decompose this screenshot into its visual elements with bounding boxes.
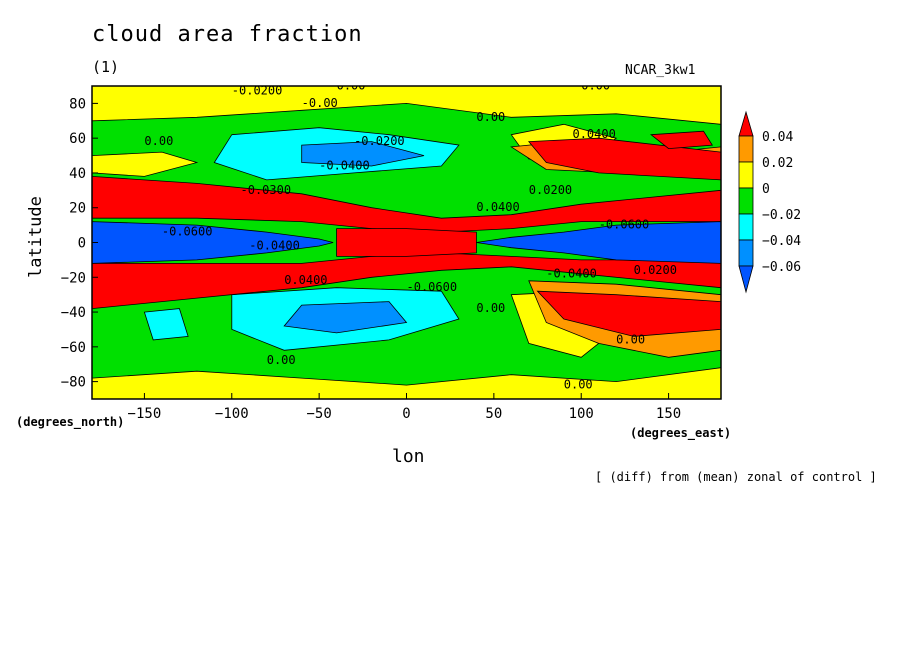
northern-sky-core (301, 141, 425, 167)
y-tick-label: −80 (61, 375, 86, 391)
colorbar-segment (738, 110, 754, 137)
colorbar-segment (738, 161, 754, 189)
chart-title: cloud area fraction (92, 22, 363, 47)
contour-label: -0.0300 (241, 183, 292, 197)
contour-label: 0.0400 (284, 273, 327, 287)
x-axis-label: lon (392, 446, 425, 467)
contour-label: -0.0200 (232, 84, 283, 98)
equatorial-blue-east (476, 221, 721, 264)
contour-label: 0.0400 (476, 200, 519, 214)
y-tick-label: 80 (69, 96, 86, 112)
x-tick-label: 100 (569, 406, 594, 422)
contour-label: -0.0600 (599, 218, 650, 232)
contour-label: -0.0400 (546, 266, 597, 280)
contour-label: 0.0200 (634, 263, 677, 277)
colorbar-label: −0.02 (762, 208, 801, 223)
contour-label: -0.0600 (407, 280, 458, 294)
contour-label: 0.00 (476, 301, 505, 315)
footnote: [ (diff) from (mean) zonal of control ] (595, 470, 877, 484)
y-tick-label: −20 (61, 270, 86, 286)
contour-label: 0.0400 (572, 127, 615, 141)
contour-label: -0.0400 (249, 238, 300, 252)
x-tick-label: −100 (215, 406, 249, 422)
panel-label: (1) (92, 58, 120, 76)
colorbar-segment (738, 265, 754, 294)
southern-red-band (92, 252, 721, 310)
contour-label: 0.00 (476, 110, 505, 124)
northern-red-band (92, 175, 721, 233)
y-axis: −80 −60 −40 −20 0 20 40 60 80 (61, 96, 98, 391)
contour-label: 0.00 (616, 332, 645, 346)
x-tick-label: −150 (128, 406, 162, 422)
contour-label: 0.00 (144, 134, 173, 148)
y-tick-label: 0 (78, 236, 86, 252)
y-tick-label: 40 (69, 166, 86, 182)
x-axis: −150 −100 −50 0 50 100 150 (128, 393, 681, 422)
y-tick-label: 60 (69, 131, 86, 147)
contour-label: -0.00 (302, 96, 338, 110)
y-tick-label: −40 (61, 305, 86, 321)
southern-sky-core (283, 301, 408, 334)
x-tick-label: 50 (485, 406, 502, 422)
colorbar-label: 0.04 (762, 130, 793, 145)
y-axis-label: latitude (26, 196, 46, 278)
x-axis-unit: (degrees_east) (630, 426, 732, 440)
contour-label: 0.00 (581, 78, 610, 92)
x-tick-label: 0 (402, 406, 410, 422)
contour-field: -0.0200 -0.00 0.00 0.00 -0.0200 -0.0400 -0.030… (92, 78, 721, 399)
colorbar-segment (738, 239, 754, 267)
y-axis-unit: (degrees_north) (16, 415, 125, 429)
colorbar: 0.04 0.02 0 −0.02 −0.04 −0.06 (738, 110, 801, 294)
colorbar-label: −0.06 (762, 260, 801, 275)
contour-label: 0.00 (337, 78, 366, 92)
ne-red-spot (650, 130, 713, 150)
north-yellow-band (92, 86, 721, 125)
x-tick-label: 150 (656, 406, 681, 422)
colorbar-segment (738, 135, 754, 163)
model-label: NCAR_3kw1 (625, 63, 696, 78)
contour-label: -0.0400 (319, 158, 370, 172)
nw-yellow-patch (92, 151, 199, 177)
contour-label: -0.0200 (354, 134, 405, 148)
sw-cyan-patch (143, 308, 189, 341)
colorbar-segment (738, 213, 754, 241)
contour-label: -0.0600 (162, 225, 213, 239)
colorbar-label: −0.04 (762, 234, 801, 249)
contour-label: 0.00 (267, 353, 296, 367)
y-tick-label: 20 (69, 201, 86, 217)
colorbar-label: 0 (762, 182, 770, 197)
x-tick-label: −50 (306, 406, 331, 422)
central-red-wedge (336, 228, 477, 257)
south-east-red-patch (536, 290, 721, 337)
contour-label: 0.00 (564, 378, 593, 392)
colorbar-label: 0.02 (762, 156, 793, 171)
y-tick-label: −60 (61, 340, 86, 356)
equatorial-blue-west (92, 221, 334, 264)
colorbar-segment (738, 187, 754, 215)
contour-label: 0.0200 (529, 183, 572, 197)
south-yellow-band (92, 367, 721, 399)
